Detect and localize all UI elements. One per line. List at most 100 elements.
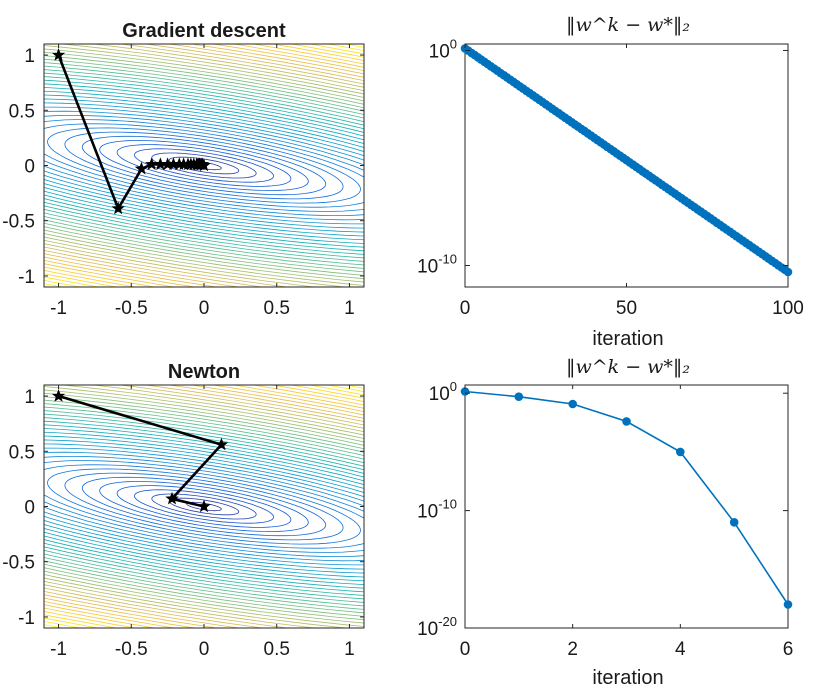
newton-contour-level <box>44 460 364 553</box>
newton-contour-level <box>64 472 344 541</box>
gd-xtick-label: 0 <box>199 298 210 319</box>
gd-contour-level <box>134 148 274 183</box>
newton-contour-level <box>44 443 364 570</box>
newton-xtick-label: 0 <box>199 639 210 660</box>
newton-xtick-label: 1 <box>344 639 355 660</box>
gd-error-ytick-label: 100 <box>429 36 457 62</box>
newton-path-line <box>58 394 223 508</box>
gd-contour-level <box>44 94 364 237</box>
newton-contour-level <box>44 451 364 562</box>
gd-path-marker <box>134 161 149 175</box>
gd-panel: Gradient descent -1 -0.5 0 0.5 1 1 0.5 0 -0.5 -1 <box>2 20 365 319</box>
gd-ytick-label: 0.5 <box>9 101 35 122</box>
newton-error-ytick-label: 10-10 <box>417 497 457 523</box>
gd-path-marker <box>153 157 167 171</box>
gd-path-marker <box>197 158 211 172</box>
newton-contour-level <box>44 464 364 549</box>
gd-contour-level <box>116 144 292 187</box>
gd-contour-level <box>44 110 364 221</box>
newton-error-data-point <box>568 399 577 409</box>
gd-error-series <box>460 44 793 277</box>
newton-contour-level <box>44 456 364 557</box>
newton-path-marker <box>197 499 211 513</box>
gd-contour-level <box>44 87 364 244</box>
gd-ytick-label: -1 <box>18 267 35 288</box>
gd-xtick-label: -1 <box>50 298 67 319</box>
newton-ytick-label: 1 <box>24 387 35 408</box>
newton-contour-level <box>81 476 327 537</box>
newton-error-xtick-label: 6 <box>783 639 794 660</box>
newton-contour-level <box>44 439 364 574</box>
newton-path-marker <box>165 491 179 505</box>
gd-contour-level <box>44 119 364 212</box>
newton-title: Newton <box>168 361 240 383</box>
gd-error-xlabel: iteration <box>592 328 663 350</box>
gd-path-marker <box>51 48 66 61</box>
gd-error-title: ‖w^k − w*‖₂ <box>566 14 690 36</box>
gd-contour-level <box>47 127 361 204</box>
gd-iterate-path <box>51 48 211 215</box>
gd-path-marker <box>166 157 181 171</box>
gd-xtick-label: 1 <box>344 298 355 319</box>
newton-contour-level <box>134 489 274 524</box>
newton-error-panel: ‖w^k − w*‖₂ 0 2 4 6 100 10-10 10-20 iteration <box>417 356 793 689</box>
gd-path-marker <box>161 157 175 171</box>
newton-contour-lines <box>44 385 364 628</box>
newton-xtick-label: -0.5 <box>115 639 148 660</box>
newton-error-data-point <box>783 600 793 609</box>
gd-contour-lines <box>44 44 364 287</box>
newton-ytick-label: 0.5 <box>9 442 35 463</box>
gd-contour-level <box>44 123 364 208</box>
gd-title: Gradient descent <box>122 20 286 42</box>
gd-ytick-label: 1 <box>24 46 35 67</box>
gd-ytick-label: 0 <box>24 157 35 178</box>
newton-contour-level <box>99 481 309 532</box>
gd-xtick-label: -0.5 <box>115 298 148 319</box>
newton-error-series <box>460 387 793 609</box>
gd-contour-level <box>44 102 364 229</box>
newton-error-xtick-label: 2 <box>567 639 578 660</box>
newton-error-data-point <box>622 417 631 426</box>
gd-contour-level <box>44 98 364 233</box>
gd-contour-level <box>151 152 257 179</box>
newton-contour-level <box>186 501 222 512</box>
newton-contour-level <box>44 447 364 566</box>
newton-contour-level <box>151 493 257 520</box>
newton-error-title: ‖w^k − w*‖₂ <box>566 356 690 378</box>
newton-panel: Newton -1 -0.5 0 0.5 1 1 0.5 0 -0.5 -1 <box>2 361 365 660</box>
newton-ytick-label: -0.5 <box>2 553 35 574</box>
newton-contour-level <box>44 435 364 578</box>
gd-contour-level <box>81 135 327 196</box>
gd-contour-level <box>99 140 309 191</box>
newton-path-marker <box>51 389 66 402</box>
gd-path-marker <box>111 201 125 215</box>
newton-contour-level <box>47 468 361 545</box>
gd-error-data-point <box>783 267 793 277</box>
newton-error-xtick-label: 4 <box>675 639 686 660</box>
newton-error-xlabel: iteration <box>592 667 663 689</box>
newton-contour-level <box>44 428 364 585</box>
newton-error-xtick-label: 0 <box>460 639 471 660</box>
newton-contour-level <box>116 485 292 528</box>
gd-error-xtick-label: 0 <box>460 298 471 319</box>
gd-ticks: -1 -0.5 0 0.5 1 1 0.5 0 -0.5 -1 <box>2 44 364 319</box>
newton-contour-level <box>44 424 364 589</box>
gd-contour-level <box>44 90 364 241</box>
gd-path-marker <box>145 157 159 171</box>
newton-error-data-point <box>514 392 524 402</box>
gd-error-ytick-label: 10-10 <box>417 251 457 277</box>
newton-error-data-point <box>676 447 685 457</box>
newton-ytick-label: -1 <box>18 608 35 629</box>
newton-error-ticks: 0 2 4 6 100 10-10 10-20 <box>417 379 793 660</box>
newton-error-data-point <box>729 518 739 527</box>
gd-error-xtick-label: 50 <box>616 298 637 319</box>
newton-path-marker <box>214 437 229 451</box>
newton-iterate-path <box>51 389 229 513</box>
gd-contour-level <box>168 156 240 175</box>
gd-error-panel: ‖w^k − w*‖₂ 0 50 100 100 10-10 iteration <box>417 14 804 350</box>
newton-ticks: -1 -0.5 0 0.5 1 1 0.5 0 -0.5 -1 <box>2 385 364 660</box>
gd-error-ticks: 0 50 100 100 10-10 <box>417 36 804 319</box>
newton-xtick-label: 0.5 <box>264 639 290 660</box>
newton-error-ytick-label: 100 <box>429 379 457 405</box>
